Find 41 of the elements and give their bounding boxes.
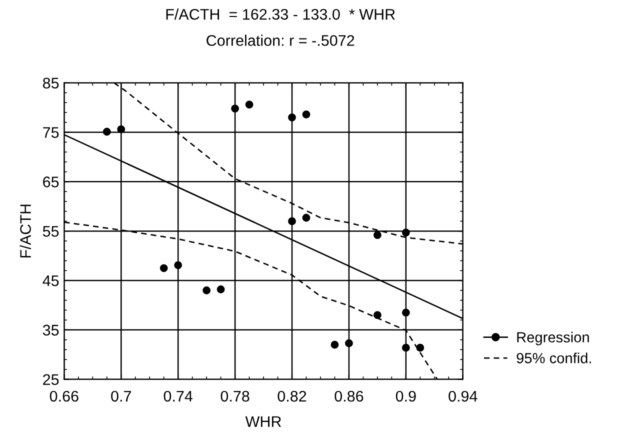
point	[231, 104, 239, 112]
x-tick-label: 0.86	[334, 390, 364, 402]
point	[202, 286, 211, 294]
x-axis-title: WHR	[245, 416, 282, 427]
y-tick-label: 45	[42, 276, 59, 286]
legend-label: 95% confid.	[516, 352, 591, 364]
point	[402, 308, 410, 317]
y-tick-label: 65	[43, 176, 59, 188]
x-tick-label: 0.78	[220, 390, 250, 402]
point	[174, 261, 182, 270]
point	[402, 344, 410, 352]
x-tick-label: 0.7	[111, 390, 131, 402]
point	[302, 214, 310, 222]
y-tick-label: 55	[42, 226, 59, 237]
point	[216, 285, 225, 294]
point	[302, 110, 310, 118]
chart-subtitle: Correlation: r = -.5072	[206, 34, 354, 46]
point	[373, 311, 382, 320]
legend-label: Regression	[517, 332, 589, 346]
x-tick-label: 0.9	[396, 390, 416, 402]
point	[245, 100, 254, 109]
y-tick-label: 85	[42, 78, 59, 89]
y-tick-label: 35	[42, 324, 59, 336]
y-tick-label: 25	[43, 374, 59, 386]
point	[345, 339, 353, 348]
point	[160, 264, 168, 272]
x-tick-label: 0.74	[164, 390, 193, 402]
point	[402, 228, 410, 237]
y-tick-label: 75	[43, 127, 59, 138]
chart-title: F/ACTH = 162.33 - 133.0 * WHR	[166, 8, 395, 20]
x-tick-label: 0.66	[50, 390, 78, 402]
x-tick-label: 0.82	[278, 390, 306, 402]
point	[416, 344, 424, 352]
point	[102, 128, 111, 136]
point	[117, 125, 126, 134]
y-axis-title: F/ACTH	[20, 204, 31, 258]
point	[330, 340, 339, 349]
x-tick-label: 0.94	[448, 390, 478, 402]
point	[288, 217, 296, 226]
point	[288, 113, 296, 122]
point	[373, 231, 382, 239]
